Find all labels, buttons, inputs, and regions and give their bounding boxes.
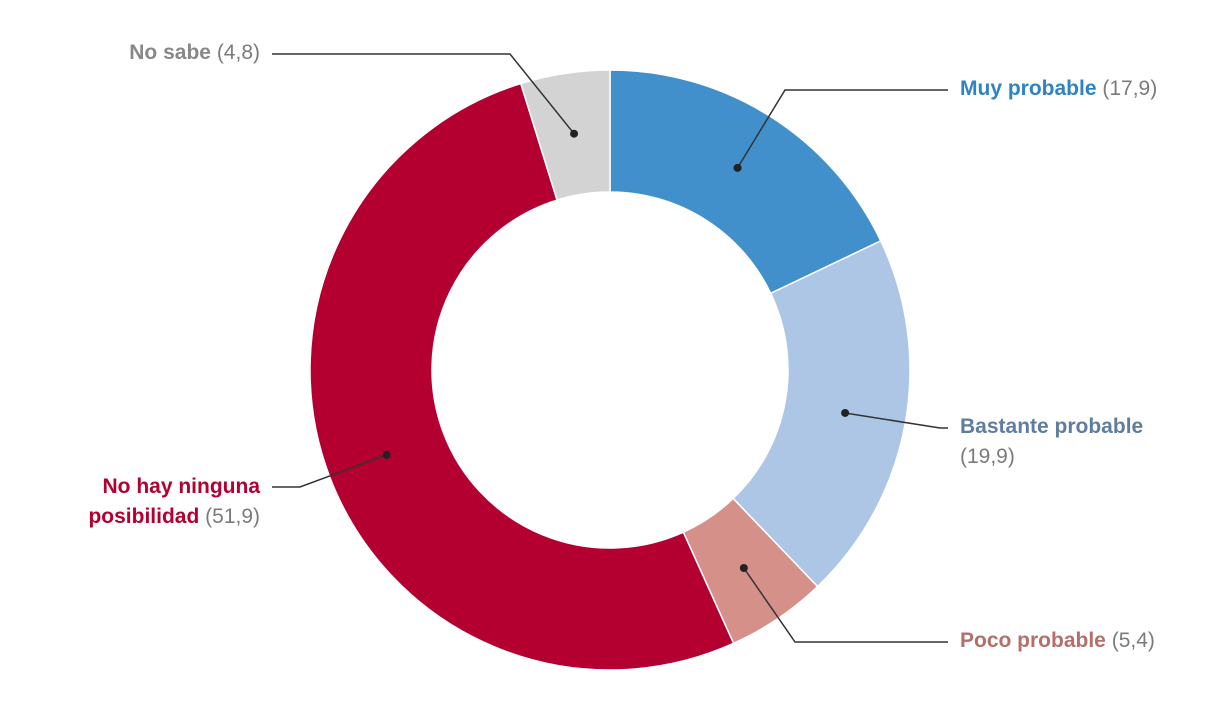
label-no-hay-line1: No hay ninguna bbox=[102, 475, 261, 498]
label-poco-probable-value: (5,4) bbox=[1111, 629, 1155, 652]
label-bastante-probable: Bastante probable (19,9) bbox=[960, 412, 1143, 472]
label-muy-probable-value: (17,9) bbox=[1102, 77, 1158, 100]
slice-no-hay-ninguna-posibilidad bbox=[309, 82, 735, 671]
leader-line-4 bbox=[272, 53, 575, 135]
leader-dot-4 bbox=[570, 129, 579, 138]
leader-dot-2 bbox=[739, 564, 748, 573]
leader-lines bbox=[272, 53, 948, 643]
donut-slices bbox=[309, 69, 911, 671]
label-poco-probable-name: Poco probable bbox=[960, 629, 1106, 652]
leader-line-2 bbox=[743, 567, 948, 643]
slice-no-sabe bbox=[519, 69, 611, 201]
label-bastante-probable-name: Bastante probable bbox=[960, 415, 1144, 438]
label-no-sabe-name: No sabe bbox=[129, 41, 211, 64]
label-muy-probable-name: Muy probable bbox=[960, 77, 1097, 100]
leader-line-0 bbox=[736, 89, 948, 169]
label-bastante-probable-value: (19,9) bbox=[960, 445, 1015, 468]
leader-line-1 bbox=[844, 412, 948, 429]
label-no-hay-line2: posibilidad bbox=[88, 505, 200, 528]
slice-muy-probable bbox=[609, 69, 882, 295]
slice-bastante-probable bbox=[732, 239, 911, 588]
label-no-hay-ninguna-posibilidad: No hay ninguna posibilidad (51,9) bbox=[88, 472, 260, 532]
label-no-sabe: No sabe (4,8) bbox=[129, 38, 260, 68]
label-no-hay-value: (51,9) bbox=[205, 505, 260, 528]
leader-dot-3 bbox=[382, 450, 391, 459]
leader-line-3 bbox=[272, 454, 387, 488]
label-no-sabe-value: (4,8) bbox=[216, 41, 260, 64]
label-muy-probable: Muy probable (17,9) bbox=[960, 74, 1157, 104]
leader-dot-0 bbox=[733, 163, 742, 172]
label-poco-probable: Poco probable (5,4) bbox=[960, 626, 1155, 656]
leader-dot-1 bbox=[841, 408, 850, 417]
